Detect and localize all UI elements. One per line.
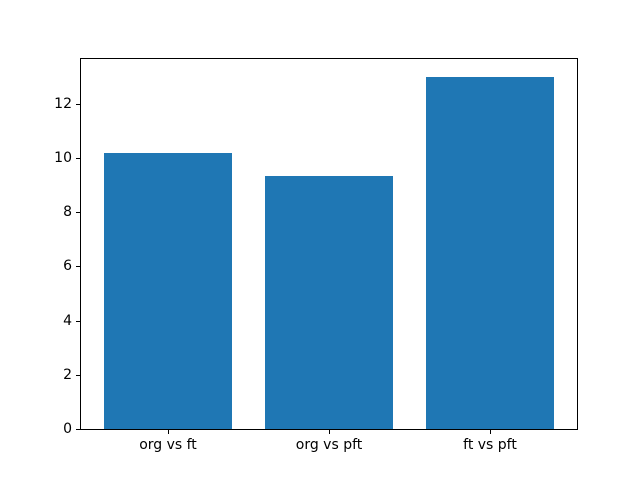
x-tick-mark (329, 430, 330, 434)
x-tick-label-org-vs-ft: org vs ft (139, 437, 197, 453)
y-tick-label: 2 (63, 366, 72, 383)
y-tick-label: 12 (54, 95, 72, 112)
y-tick-label: 6 (63, 258, 72, 275)
y-tick-mark (76, 374, 80, 376)
y-tick-mark (76, 212, 80, 214)
y-tick-label: 10 (54, 149, 72, 166)
y-tick-mark (76, 266, 80, 268)
y-tick-mark (76, 103, 80, 105)
y-tick-label: 8 (63, 204, 72, 221)
bar-org-vs-pft (264, 175, 394, 429)
x-tick-label-org-vs-pft: org vs pft (295, 437, 363, 453)
y-tick-mark (76, 429, 80, 430)
y-tick-mark (76, 320, 80, 322)
x-tick-mark (168, 430, 169, 434)
y-tick-label: 0 (63, 421, 72, 437)
y-tick-label: 4 (63, 312, 72, 329)
plot-area: 0 2 4 6 8 10 12 org vs ft org vs pft ft vs pft (54, 58, 578, 453)
x-tick-label-ft-vs-pft: ft vs pft (463, 437, 517, 453)
x-tick-mark (490, 430, 491, 434)
y-tick-mark (76, 157, 80, 159)
bar-ft-vs-pft (425, 76, 555, 429)
bar-org-vs-ft (103, 152, 233, 429)
